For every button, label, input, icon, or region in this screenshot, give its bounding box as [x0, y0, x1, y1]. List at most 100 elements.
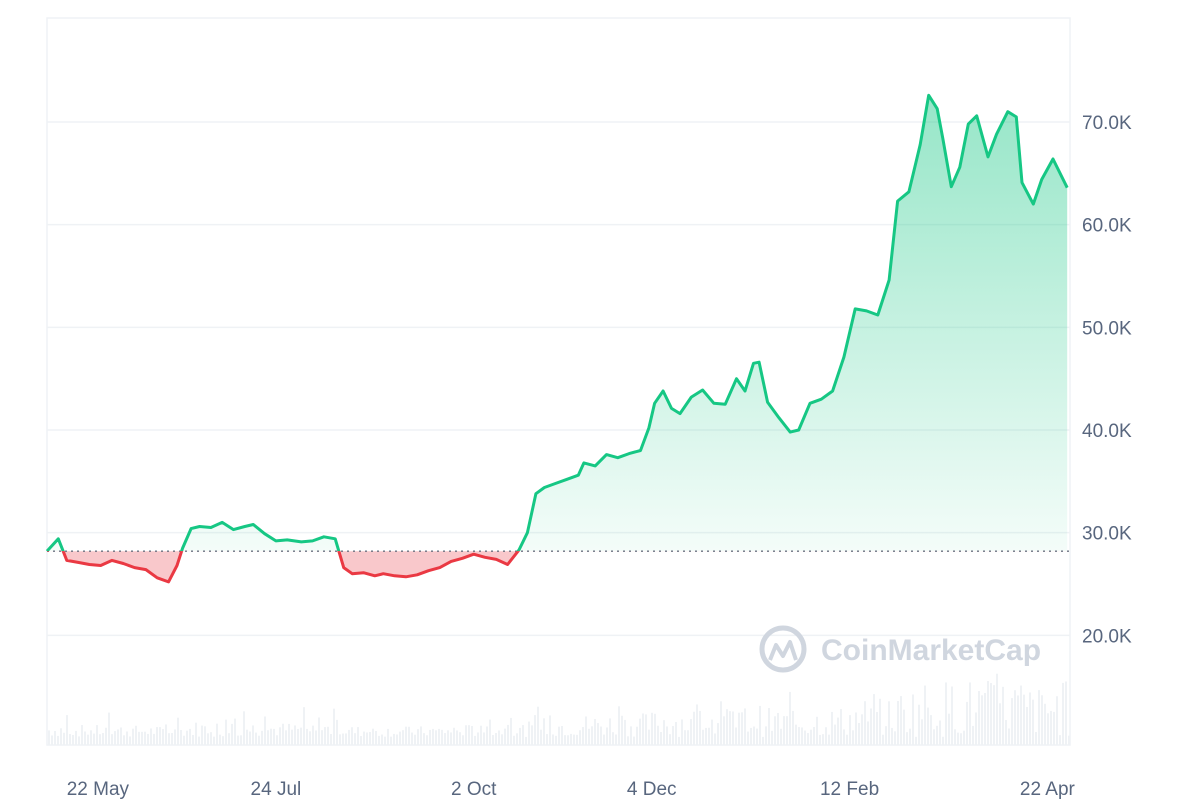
- price-point: [415, 572, 420, 577]
- volume-bar: [567, 735, 569, 745]
- price-point: [906, 189, 911, 194]
- volume-bar: [408, 726, 410, 745]
- volume-bar: [1020, 685, 1022, 745]
- volume-bar: [1014, 690, 1016, 745]
- price-point: [273, 538, 278, 543]
- price-point: [966, 122, 971, 127]
- volume-bar: [1002, 686, 1004, 745]
- volume-bar: [570, 733, 572, 745]
- volume-bar: [540, 729, 542, 745]
- x-axis-ticks: 22 May 24 Jul 2 Oct 4 Dec 12 Feb 22 Apr: [67, 779, 1076, 800]
- volume-bar: [630, 726, 632, 745]
- price-point: [593, 463, 598, 468]
- volume-bar: [828, 734, 830, 745]
- volume-bar: [660, 732, 662, 745]
- volume-bar: [555, 735, 557, 745]
- price-point: [251, 522, 256, 527]
- price-point: [935, 106, 940, 111]
- price-point: [689, 395, 694, 400]
- volume-bar: [759, 705, 761, 745]
- volume-bar: [477, 732, 479, 745]
- volume-bar: [855, 712, 857, 745]
- logo-wave-icon: [768, 640, 798, 661]
- volume-bar: [675, 722, 677, 745]
- volume-bar: [516, 733, 518, 745]
- volume-bar: [1068, 735, 1070, 745]
- volume-bar: [696, 704, 698, 745]
- volume-bar: [537, 706, 539, 745]
- volume-bar: [594, 719, 596, 745]
- volume-bar: [807, 733, 809, 745]
- price-point: [87, 562, 92, 567]
- price-point: [505, 562, 510, 567]
- volume-bar: [702, 729, 704, 745]
- price-areas: [47, 95, 1068, 582]
- x-tick-label: 24 Jul: [251, 779, 302, 800]
- x-tick-label: 12 Feb: [820, 779, 879, 800]
- volume-bar: [120, 727, 122, 745]
- volume-bar: [549, 715, 551, 745]
- volume-bar: [723, 716, 725, 745]
- x-tick-label: 2 Oct: [451, 779, 497, 800]
- price-point: [723, 402, 728, 407]
- volume-bar: [603, 734, 605, 745]
- price-point: [299, 539, 304, 544]
- volume-bar: [531, 725, 533, 745]
- price-point: [542, 485, 547, 490]
- volume-bar: [993, 685, 995, 745]
- volume-bar: [234, 718, 236, 745]
- volume-bar: [903, 709, 905, 745]
- volume-bar: [774, 716, 776, 745]
- volume-bar: [618, 706, 620, 745]
- volume-bar: [462, 735, 464, 745]
- volume-bar: [198, 736, 200, 745]
- volume-bar: [978, 691, 980, 745]
- volume-bar: [963, 730, 965, 745]
- volume-bar: [456, 730, 458, 745]
- volume-bar: [966, 701, 968, 745]
- volume-bar: [375, 730, 377, 745]
- price-point: [231, 527, 236, 532]
- price-point: [310, 538, 315, 543]
- volume-bar: [84, 731, 86, 745]
- price-point: [285, 537, 290, 542]
- price-point: [143, 567, 148, 572]
- volume-bar: [165, 724, 167, 745]
- volume-bar: [117, 729, 119, 745]
- volume-bar: [780, 728, 782, 745]
- volume-bar: [471, 725, 473, 745]
- volume-bar: [1035, 731, 1037, 745]
- volume-bar: [240, 735, 242, 745]
- volume-bar: [522, 725, 524, 745]
- volume-bar: [417, 729, 419, 745]
- volume-bar: [906, 732, 908, 745]
- volume-bar: [219, 734, 221, 745]
- volume-bar: [63, 732, 65, 745]
- volume-bar: [435, 730, 437, 745]
- volume-bar: [489, 719, 491, 745]
- volume-bar: [312, 725, 314, 745]
- price-point: [1014, 114, 1019, 119]
- volume-bar: [744, 708, 746, 745]
- volume-bar: [525, 736, 527, 745]
- x-tick-label: 4 Dec: [627, 779, 677, 800]
- volume-bar: [576, 734, 578, 745]
- volume-bar: [1008, 728, 1010, 745]
- volume-bar: [954, 729, 956, 745]
- price-point: [76, 560, 81, 565]
- price-point: [189, 526, 194, 531]
- volume-bar: [909, 728, 911, 745]
- volume-bar: [204, 726, 206, 745]
- volume-bar: [552, 734, 554, 745]
- price-point: [652, 401, 657, 406]
- volume-bar: [981, 695, 983, 745]
- volume-bar: [264, 716, 266, 745]
- volume-bar: [66, 715, 68, 745]
- price-point: [875, 313, 880, 318]
- volume-bar: [1011, 698, 1013, 745]
- volume-bar: [303, 707, 305, 745]
- volume-bar: [642, 713, 644, 745]
- volume-bar: [717, 723, 719, 745]
- volume-bar: [144, 731, 146, 745]
